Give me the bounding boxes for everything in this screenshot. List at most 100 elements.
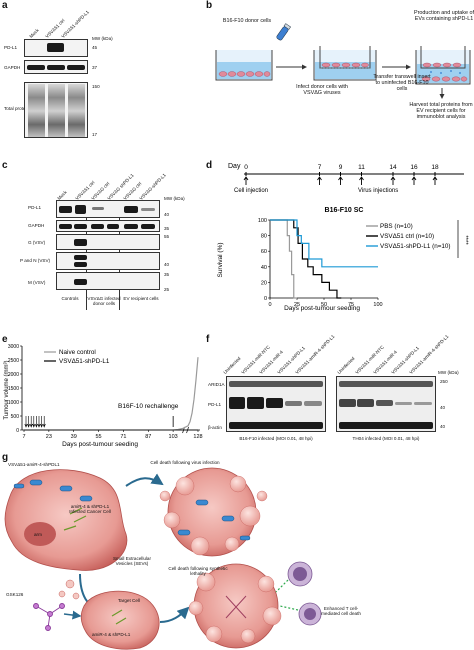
row-label-gapdh: GAPDH — [4, 65, 21, 70]
x-tick-label: 23 — [46, 434, 52, 440]
band — [47, 65, 65, 70]
mw-value: 40 — [440, 424, 446, 429]
panel-e-letter: e — [2, 334, 8, 345]
cell-death-synthetic-label: Cell death following synthetic lethality — [168, 566, 228, 577]
band — [124, 224, 138, 229]
band — [74, 262, 87, 267]
x-tick-label: 100 — [373, 302, 382, 308]
timeline-day-label: 7 — [318, 164, 322, 171]
arrow — [125, 473, 164, 487]
mechanism-illustration — [4, 467, 322, 650]
chart-title: B16-F10 SC — [325, 207, 364, 214]
row-label-pdl1: PD-L1 — [4, 45, 18, 50]
nucleus — [24, 522, 56, 546]
band — [357, 399, 374, 407]
mw-value: 55 — [164, 234, 170, 239]
step-donor-cells: B16-F10 donor cells — [222, 18, 272, 24]
band — [74, 239, 87, 246]
band — [266, 398, 283, 408]
step-harvest: Harvest total proteins from EV recipient… — [409, 102, 473, 121]
mw-header: MW (kDa) — [438, 370, 459, 375]
tumour-series-line — [173, 357, 199, 431]
band-arid1a — [339, 381, 433, 387]
x-tick-label: 103 — [169, 434, 178, 440]
blot-total-protein — [24, 82, 88, 138]
band — [285, 401, 302, 406]
y-tick-label: 20 — [261, 280, 267, 286]
ev-vesicles-icon — [58, 579, 80, 600]
timeline-day-label: 0 — [244, 164, 248, 171]
injection-arrow — [359, 176, 364, 185]
legend-label: VSVΔ51-shPD-L1 — [59, 358, 110, 365]
survival-series-line — [270, 219, 297, 299]
treatment-arrow — [27, 416, 31, 428]
group-label: Controls — [61, 296, 79, 301]
well-1 — [215, 50, 273, 81]
band — [414, 402, 432, 405]
lane-label: VSVΔ51-amiR-4-shPD-L1 — [294, 333, 336, 375]
timeline-day-label: 16 — [410, 164, 418, 171]
panel-b-letter: b — [206, 0, 213, 11]
injection-timeline: Day 0 7 9 11 14 16 18 Cell injection Virus inj… — [228, 163, 464, 194]
lane-smear — [48, 84, 65, 137]
injection-arrow — [432, 176, 438, 185]
target-cell — [80, 590, 160, 650]
t-cell-icon — [275, 561, 322, 626]
row-label: P and N (VSV) — [20, 258, 51, 263]
mw-value: 40 — [440, 405, 446, 410]
band — [74, 279, 87, 285]
band — [74, 255, 87, 260]
y-tick-label: 2500 — [8, 358, 19, 364]
band — [47, 43, 64, 52]
y-axis-label: Survival (%) — [217, 242, 224, 277]
lane-smear — [28, 84, 45, 137]
virus-injections-label: Virus injections — [358, 188, 398, 194]
mirna-strands-icon — [63, 507, 87, 531]
lane-label: VSVΔ51-shPD-L1 — [60, 9, 91, 39]
mw-header: MW (kDa) — [92, 36, 113, 41]
lane-label: VSVΔ51-amiR-4-shPD-L1 — [408, 333, 450, 375]
y-tick-label: 500 — [11, 414, 20, 420]
treatment-arrow — [42, 416, 46, 428]
well-3 — [415, 46, 471, 85]
treatment-arrow — [34, 416, 38, 428]
y-tick-label: 2000 — [8, 372, 19, 378]
band — [304, 401, 322, 406]
panel-g-letter: g — [2, 452, 9, 463]
legend-label: Naive control — [59, 349, 96, 356]
row-label: PD-L1 — [208, 402, 222, 407]
treatment-arrow — [24, 416, 28, 428]
treatment-arrow — [32, 416, 36, 428]
survival-series-line — [270, 219, 342, 299]
treatment-arrow — [37, 416, 41, 428]
gsk-label: GSK126 — [6, 592, 24, 597]
x-tick-label: 7 — [22, 434, 25, 440]
band — [141, 208, 155, 211]
blot-p-n-vsv — [56, 252, 160, 270]
y-axis-label: Tumour volume (mm³) — [4, 360, 10, 419]
x-axis-label: Days post-tumour seeding — [284, 305, 360, 312]
tumour-volume-chart: Tumour volume (mm³) Days post-tumour see… — [4, 344, 203, 448]
lane-label: Uninfected — [222, 355, 242, 375]
lane-label: Uninfected — [336, 355, 356, 375]
mw-value: 17 — [92, 132, 98, 137]
step-infect: Infect donor cells with VSVΔG viruses — [296, 84, 348, 97]
blot-pdl1 — [56, 200, 160, 218]
row-label: GAPDH — [28, 223, 45, 228]
rechallenge-annotation: B16F-10 rechallenge — [118, 403, 179, 410]
survival-series-line — [270, 219, 378, 268]
band-arid1a — [229, 381, 323, 387]
cell-death-virus-label: Cell death following virus infection — [150, 460, 220, 465]
panel-a-letter: a — [2, 0, 8, 11]
mw-value: 45 — [92, 45, 98, 50]
blot-th04 — [336, 376, 436, 432]
x-axis-label: Days post-tumour seeding — [62, 441, 138, 448]
caption-right: TH04 infected (MOI 0.01, 48 hpi) — [352, 436, 420, 441]
band-actin — [229, 422, 323, 429]
band — [59, 224, 72, 229]
lane-smear — [68, 84, 85, 137]
legend-label: VSVΔ51 ctrl (n=10) — [380, 233, 434, 240]
blot-m-vsv — [56, 272, 160, 290]
band — [92, 207, 104, 210]
y-tick-label: 60 — [261, 249, 267, 255]
